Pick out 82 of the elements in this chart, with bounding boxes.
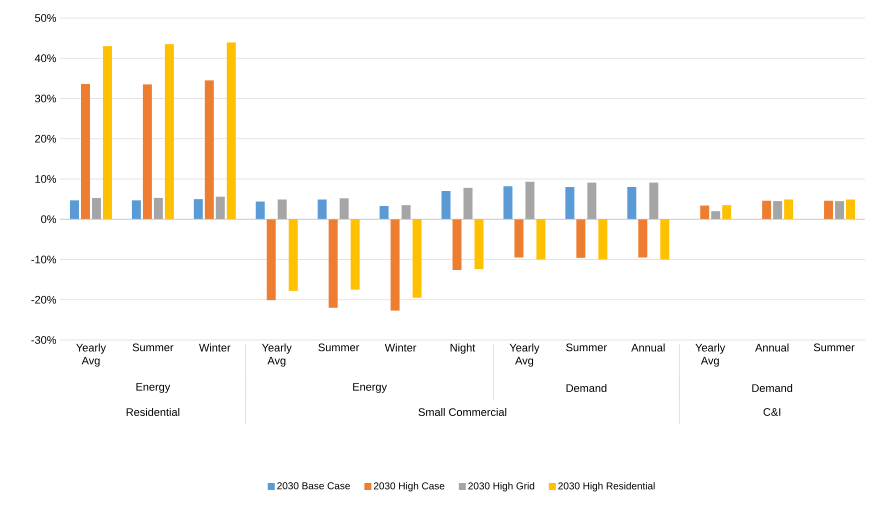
x-tick-label: Yearly Avg xyxy=(695,344,726,367)
x-tick-label: Yearly Avg xyxy=(510,344,540,367)
bar xyxy=(711,211,720,220)
bar xyxy=(266,219,276,300)
bar xyxy=(464,188,473,220)
bar xyxy=(762,200,772,220)
bar xyxy=(503,186,512,220)
legend-label: 2030 Base Case xyxy=(277,482,350,490)
legend-label: 2030 High Grid xyxy=(468,482,534,492)
text: Energy xyxy=(136,383,170,393)
x-tick-label: Summer xyxy=(132,344,174,352)
legend-label: 2030 High Residential xyxy=(558,482,655,492)
bar xyxy=(452,219,462,270)
bar xyxy=(565,187,574,220)
bar xyxy=(700,206,710,220)
bar xyxy=(154,198,163,220)
legend-label: 2030 High Case xyxy=(374,482,444,492)
bar xyxy=(835,201,844,220)
bar xyxy=(576,219,586,258)
bar xyxy=(587,182,596,220)
bar xyxy=(824,200,834,220)
text: Small Commercial xyxy=(418,408,506,416)
text: Demand xyxy=(752,384,792,392)
y-tick-label: 0% xyxy=(41,215,56,224)
bar xyxy=(649,182,658,220)
x-tick-label: Yearly Avg xyxy=(262,344,292,367)
bar xyxy=(474,219,484,270)
text: C&I xyxy=(764,408,780,416)
x-tick-label: Summer xyxy=(318,344,360,352)
bar xyxy=(194,199,203,220)
bar xyxy=(442,191,451,220)
bar xyxy=(70,200,79,220)
y-tick-label: 40% xyxy=(34,54,56,62)
bar xyxy=(132,200,141,220)
bar xyxy=(514,219,524,258)
x-tick-label: Night xyxy=(450,344,476,354)
x-tick-label: Winter xyxy=(384,344,416,352)
bar xyxy=(380,206,389,220)
x-tick-label: Yearly Avg xyxy=(76,344,106,367)
bar xyxy=(328,219,338,308)
x-tick-label: Summer xyxy=(814,344,855,352)
x-tick-label: Summer xyxy=(566,344,607,352)
bar xyxy=(390,219,400,311)
bar xyxy=(80,84,90,220)
bar xyxy=(142,84,152,220)
text: Demand xyxy=(566,384,606,392)
bar xyxy=(164,44,174,220)
y-tick-label: -30% xyxy=(31,336,56,344)
bar xyxy=(288,219,298,291)
bar xyxy=(226,42,236,220)
x-tick-label: Winter xyxy=(199,344,230,352)
bar xyxy=(784,200,794,220)
bar xyxy=(773,201,782,220)
text: Residential xyxy=(126,408,180,416)
bar xyxy=(216,196,225,220)
y-tick-label: 10% xyxy=(35,175,56,183)
bar xyxy=(256,202,265,220)
y-tick-label: -20% xyxy=(31,296,56,304)
text: Energy xyxy=(353,383,387,393)
x-tick-label: Annual xyxy=(631,344,665,352)
bar xyxy=(598,219,608,260)
bar xyxy=(92,198,101,220)
bar xyxy=(638,219,648,258)
y-tick-label: 50% xyxy=(34,14,56,22)
bar xyxy=(102,46,112,220)
x-tick-label: Annual xyxy=(755,344,788,352)
bar xyxy=(722,205,732,220)
bar xyxy=(627,187,636,220)
y-tick-label: 30% xyxy=(34,94,56,102)
y-tick-label: 20% xyxy=(35,134,56,143)
bar xyxy=(536,219,546,260)
bar xyxy=(402,205,411,220)
y-tick-label: -10% xyxy=(31,256,56,264)
bar xyxy=(340,198,349,220)
bar xyxy=(278,200,287,220)
bar xyxy=(318,200,327,220)
bar xyxy=(204,80,214,220)
bar xyxy=(525,182,534,220)
bar xyxy=(412,219,422,298)
bar xyxy=(660,219,670,260)
bar xyxy=(846,200,856,220)
bar xyxy=(350,219,360,290)
